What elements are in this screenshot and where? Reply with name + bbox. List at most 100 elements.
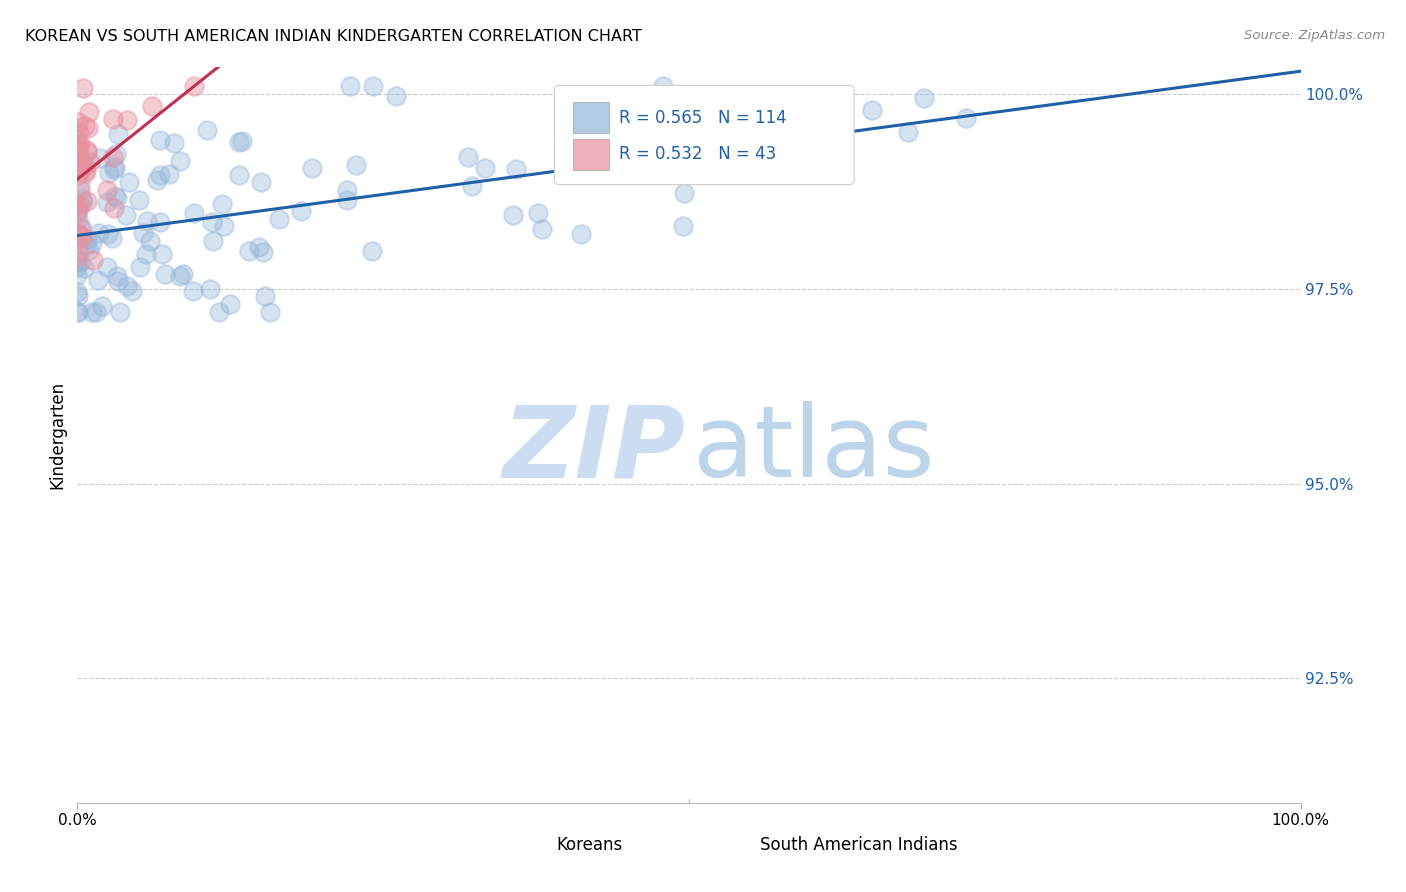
- Point: [80, 305, 103, 319]
- Point: [66, 198, 89, 212]
- Point: [66, 114, 89, 128]
- Point: [269, 212, 291, 227]
- Point: [461, 179, 484, 194]
- Point: [66, 260, 89, 274]
- Point: [66, 142, 89, 156]
- Text: Source: ZipAtlas.com: Source: ZipAtlas.com: [1244, 29, 1385, 42]
- Text: KOREAN VS SOUTH AMERICAN INDIAN KINDERGARTEN CORRELATION CHART: KOREAN VS SOUTH AMERICAN INDIAN KINDERGA…: [25, 29, 643, 44]
- Point: [90, 299, 112, 313]
- Point: [66, 140, 89, 154]
- Point: [208, 305, 231, 319]
- FancyBboxPatch shape: [554, 86, 853, 185]
- Point: [955, 111, 977, 125]
- Point: [897, 125, 920, 139]
- Point: [79, 155, 101, 169]
- Point: [115, 207, 138, 221]
- Point: [80, 235, 103, 250]
- Point: [201, 234, 224, 248]
- Point: [157, 168, 180, 182]
- Point: [252, 245, 274, 260]
- Point: [67, 227, 90, 242]
- Point: [97, 227, 120, 241]
- Point: [121, 284, 143, 298]
- Point: [66, 136, 89, 151]
- Text: South American Indians: South American Indians: [759, 837, 957, 855]
- Point: [101, 150, 124, 164]
- Point: [339, 79, 361, 94]
- Point: [69, 157, 91, 171]
- Point: [66, 268, 89, 282]
- Point: [77, 121, 100, 136]
- Point: [72, 81, 94, 95]
- Point: [218, 297, 240, 311]
- Text: R = 0.565   N = 114: R = 0.565 N = 114: [619, 109, 787, 127]
- Point: [75, 163, 97, 178]
- Point: [505, 161, 527, 176]
- Point: [67, 168, 90, 182]
- Bar: [720, 834, 751, 856]
- Point: [474, 161, 496, 175]
- Bar: [572, 103, 609, 133]
- Point: [76, 145, 98, 159]
- Point: [652, 79, 675, 94]
- Point: [249, 240, 271, 254]
- Point: [77, 104, 100, 119]
- Point: [67, 202, 90, 216]
- Point: [66, 211, 89, 226]
- Point: [344, 158, 367, 172]
- Point: [66, 156, 89, 170]
- Point: [69, 228, 91, 243]
- Point: [183, 79, 205, 94]
- Point: [118, 176, 141, 190]
- Point: [89, 151, 111, 165]
- Y-axis label: Kindergarten: Kindergarten: [48, 381, 66, 489]
- Point: [66, 197, 89, 211]
- Point: [72, 195, 94, 210]
- Point: [75, 119, 97, 133]
- Bar: [572, 139, 609, 170]
- Point: [135, 247, 157, 261]
- Point: [527, 206, 550, 220]
- Point: [70, 219, 93, 234]
- Point: [183, 206, 205, 220]
- Point: [69, 154, 91, 169]
- Point: [107, 274, 129, 288]
- Point: [100, 230, 122, 244]
- Point: [149, 215, 172, 229]
- Point: [66, 120, 89, 135]
- Point: [105, 191, 128, 205]
- Point: [76, 232, 98, 246]
- Point: [70, 231, 93, 245]
- Point: [672, 219, 695, 233]
- Point: [89, 226, 111, 240]
- Point: [67, 305, 90, 319]
- Point: [72, 261, 94, 276]
- Point: [172, 268, 194, 282]
- Point: [69, 153, 91, 167]
- Point: [250, 175, 273, 189]
- Point: [457, 150, 479, 164]
- Point: [70, 222, 93, 236]
- Point: [96, 183, 118, 197]
- Point: [66, 285, 89, 299]
- Point: [579, 120, 602, 135]
- Point: [301, 161, 323, 175]
- Point: [69, 177, 91, 191]
- Text: atlas: atlas: [693, 401, 934, 498]
- Point: [70, 192, 93, 206]
- Point: [72, 161, 94, 175]
- Point: [73, 159, 96, 173]
- Point: [110, 305, 132, 319]
- Point: [212, 219, 235, 233]
- Point: [66, 244, 89, 259]
- Point: [662, 160, 685, 174]
- Point: [75, 166, 97, 180]
- Point: [569, 227, 592, 242]
- Point: [96, 195, 118, 210]
- Point: [211, 197, 233, 211]
- Point: [77, 243, 100, 257]
- Point: [139, 234, 162, 248]
- Point: [66, 254, 89, 268]
- Point: [128, 193, 150, 207]
- Point: [163, 136, 186, 150]
